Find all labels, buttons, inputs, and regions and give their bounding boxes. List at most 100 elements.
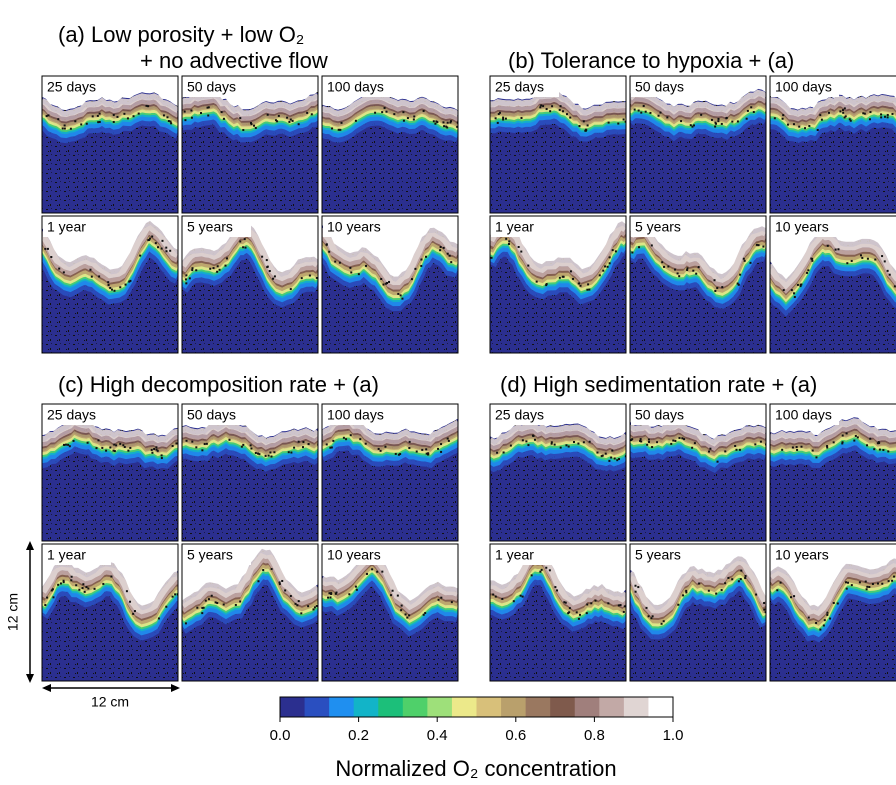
speck xyxy=(281,579,284,582)
speck xyxy=(349,266,352,269)
panel: 100 days xyxy=(321,75,459,214)
label-bg xyxy=(183,77,251,97)
group-title: (d) High sedimentation rate + (a) xyxy=(500,372,817,397)
horizontal-scale-label: 12 cm xyxy=(91,694,129,710)
speck xyxy=(45,115,48,118)
speck xyxy=(878,448,881,451)
speck xyxy=(184,119,187,122)
speck xyxy=(836,602,839,605)
speck xyxy=(865,588,868,591)
speck xyxy=(97,121,100,124)
speck xyxy=(459,602,461,604)
speck xyxy=(151,451,154,454)
speck xyxy=(717,120,720,123)
speck xyxy=(425,452,428,455)
panel-frame xyxy=(41,75,179,214)
speck xyxy=(456,125,458,128)
speck xyxy=(165,246,168,249)
speck xyxy=(834,248,837,251)
speck xyxy=(559,446,562,449)
o2-band xyxy=(770,439,896,464)
speck xyxy=(874,258,877,261)
speck xyxy=(501,597,504,600)
speck xyxy=(139,254,142,257)
o2-band xyxy=(630,95,766,120)
speck xyxy=(845,587,848,590)
speck xyxy=(842,111,845,114)
speck xyxy=(776,589,779,592)
speck xyxy=(883,115,886,118)
speck xyxy=(716,287,719,290)
speck xyxy=(413,115,416,118)
speck xyxy=(273,275,276,278)
speck xyxy=(450,261,453,264)
o2-band xyxy=(630,555,766,614)
speck xyxy=(586,603,589,606)
speck xyxy=(608,256,611,259)
speck xyxy=(115,444,118,447)
speck xyxy=(126,117,129,120)
colorbar-tick-label: 0.2 xyxy=(348,727,369,744)
o2-band xyxy=(322,423,458,447)
speck xyxy=(539,106,542,109)
speck xyxy=(617,604,620,607)
speck xyxy=(122,444,125,447)
panel: 25 days xyxy=(41,75,179,214)
speck xyxy=(667,265,670,268)
o2-band xyxy=(490,112,626,137)
speck xyxy=(869,111,872,114)
speck xyxy=(97,439,100,442)
speck xyxy=(841,109,844,112)
speck xyxy=(447,439,450,442)
speck xyxy=(644,110,647,113)
speck xyxy=(505,237,508,240)
colorbar-swatch xyxy=(501,697,527,717)
speck xyxy=(254,451,257,454)
panel: 100 days xyxy=(321,403,459,542)
speck xyxy=(325,243,328,246)
speck xyxy=(399,453,402,456)
speck xyxy=(278,583,281,586)
speck xyxy=(535,280,538,283)
speck xyxy=(206,106,209,109)
label-bg xyxy=(183,405,251,425)
group-title: (c) High decomposition rate + (a) xyxy=(58,372,379,397)
o2-band xyxy=(322,438,458,463)
o2-band xyxy=(322,102,458,124)
speck xyxy=(619,604,622,607)
speck xyxy=(800,283,803,286)
panel-frame xyxy=(629,215,767,354)
colorbar-tick-label: 0.0 xyxy=(270,727,291,744)
o2-band xyxy=(322,105,458,128)
speck xyxy=(266,113,269,116)
speck xyxy=(856,436,859,439)
speck xyxy=(93,587,96,590)
speck xyxy=(659,111,662,114)
speck xyxy=(61,127,64,130)
speck xyxy=(70,579,73,582)
label-bg xyxy=(43,405,111,425)
speck xyxy=(869,437,872,440)
speck xyxy=(545,108,548,111)
speck xyxy=(105,449,108,452)
label-bg xyxy=(323,405,391,425)
o2-band xyxy=(182,434,318,459)
o2-band xyxy=(182,104,318,127)
speck xyxy=(607,602,610,605)
speck xyxy=(385,110,388,113)
o2-band xyxy=(322,108,458,131)
speck xyxy=(224,264,227,267)
speck xyxy=(354,585,357,588)
colorbar-swatch xyxy=(476,697,502,717)
speck xyxy=(826,244,829,247)
speck xyxy=(98,120,101,123)
colorbar-swatch xyxy=(623,697,649,717)
speck xyxy=(880,113,883,116)
speck xyxy=(634,584,637,587)
speck xyxy=(78,588,81,591)
speck xyxy=(843,107,846,110)
panel-frame xyxy=(489,543,627,682)
speck xyxy=(112,113,115,116)
speck xyxy=(448,254,451,257)
speck xyxy=(89,268,92,271)
